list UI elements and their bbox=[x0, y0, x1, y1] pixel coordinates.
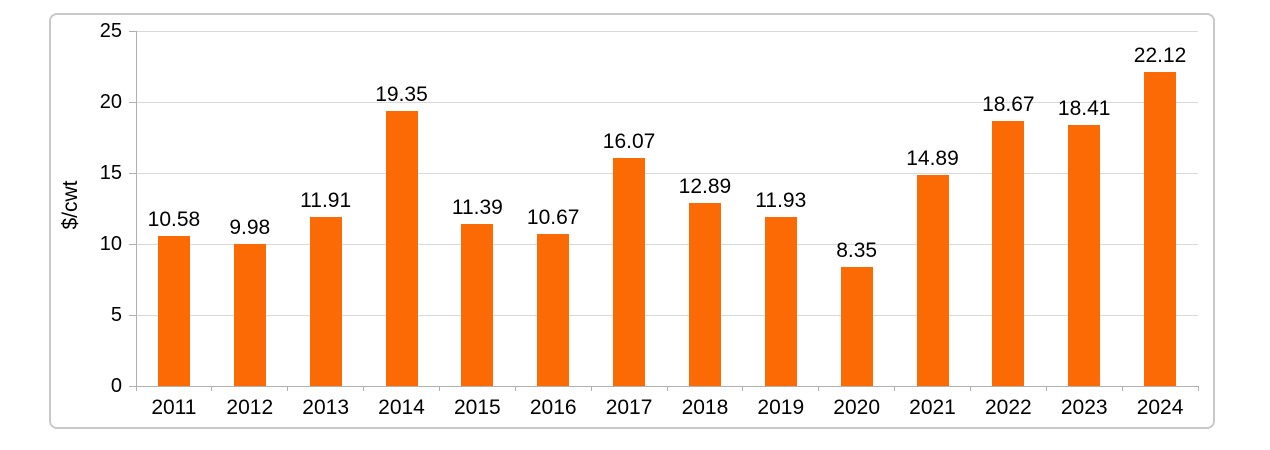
bar-2014 bbox=[385, 111, 418, 386]
bar-2019 bbox=[764, 216, 797, 386]
x-axis-label-2017: 2017 bbox=[605, 396, 653, 419]
bar-value-label-2022: 18.67 bbox=[982, 92, 1035, 116]
bar-2018 bbox=[688, 202, 721, 386]
x-axis-tick-13 bbox=[1121, 386, 1123, 391]
bar-2023 bbox=[1068, 124, 1101, 386]
y-axis-title: $/cwt bbox=[59, 180, 82, 230]
gridline-y-25 bbox=[136, 30, 1198, 32]
x-axis-label-2011: 2011 bbox=[151, 396, 197, 419]
bar-2013 bbox=[309, 216, 342, 386]
bar-2017 bbox=[613, 157, 646, 386]
x-axis-tick-2 bbox=[287, 386, 289, 391]
x-axis-tick-10 bbox=[894, 386, 896, 391]
bar-value-label-2019: 11.93 bbox=[755, 188, 807, 212]
x-axis-tick-0 bbox=[135, 386, 137, 391]
x-axis-tick-7 bbox=[666, 386, 668, 391]
y-axis-tick-10 bbox=[129, 243, 136, 245]
bar-2012 bbox=[233, 244, 266, 386]
x-axis-label-2024: 2024 bbox=[1136, 396, 1184, 419]
x-axis-tick-11 bbox=[969, 386, 971, 391]
x-axis-label-2013: 2013 bbox=[302, 396, 349, 419]
y-axis-tick-label-0: 0 bbox=[110, 375, 122, 397]
x-axis-label-2021: 2021 bbox=[909, 396, 956, 419]
x-axis-tick-1 bbox=[211, 386, 213, 391]
x-axis-label-2012: 2012 bbox=[226, 396, 274, 419]
x-axis-label-2018: 2018 bbox=[681, 396, 729, 419]
bar-value-label-2013: 11.91 bbox=[300, 188, 352, 212]
y-axis-tick-25 bbox=[129, 30, 136, 32]
bar-2022 bbox=[992, 120, 1025, 386]
y-axis-line bbox=[135, 31, 137, 391]
x-axis-tick-14 bbox=[1197, 386, 1199, 391]
bar-value-label-2011: 10.58 bbox=[147, 207, 201, 231]
x-axis-tick-3 bbox=[363, 386, 365, 391]
y-axis-tick-label-25: 25 bbox=[99, 20, 122, 42]
gridline-y-20 bbox=[136, 101, 1198, 103]
bar-value-label-2018: 12.89 bbox=[678, 174, 732, 198]
x-axis-label-2022: 2022 bbox=[984, 396, 1032, 419]
bar-2011 bbox=[157, 235, 190, 386]
x-axis-label-2016: 2016 bbox=[529, 396, 577, 419]
y-axis-tick-0 bbox=[129, 385, 136, 387]
bar-2021 bbox=[916, 174, 949, 386]
bar-2016 bbox=[537, 234, 570, 386]
x-axis-label-2020: 2020 bbox=[833, 396, 880, 419]
x-axis-tick-5 bbox=[514, 386, 516, 391]
bar-2015 bbox=[461, 224, 494, 386]
bar-value-label-2024: 22.12 bbox=[1133, 43, 1187, 67]
bar-value-label-2021: 14.89 bbox=[906, 146, 959, 170]
y-axis-tick-label-5: 5 bbox=[110, 304, 122, 326]
bar-value-label-2016: 10.67 bbox=[526, 206, 580, 230]
x-axis-label-2015: 2015 bbox=[453, 396, 501, 419]
x-axis-tick-6 bbox=[590, 386, 592, 391]
bar-value-label-2014: 19.35 bbox=[375, 83, 428, 107]
y-axis-tick-15 bbox=[129, 172, 136, 174]
gridline-y-5 bbox=[136, 314, 1198, 316]
y-axis-tick-20 bbox=[129, 101, 136, 103]
x-axis-tick-4 bbox=[438, 386, 440, 391]
bar-value-label-2015: 11.39 bbox=[451, 196, 503, 220]
x-axis-tick-8 bbox=[742, 386, 744, 391]
gridline-y-15 bbox=[136, 172, 1198, 174]
bar-2024 bbox=[1144, 71, 1177, 386]
y-axis-tick-label-20: 20 bbox=[99, 91, 122, 113]
x-axis-tick-12 bbox=[1045, 386, 1047, 391]
y-axis-tick-5 bbox=[129, 314, 136, 316]
x-axis-tick-9 bbox=[818, 386, 820, 391]
bar-value-label-2020: 8.35 bbox=[836, 239, 878, 263]
y-axis-tick-label-15: 15 bbox=[99, 162, 122, 184]
bar-2020 bbox=[840, 267, 873, 386]
gridline-y-10 bbox=[136, 243, 1198, 245]
x-axis-label-2023: 2023 bbox=[1060, 396, 1108, 419]
bar-value-label-2017: 16.07 bbox=[602, 129, 656, 153]
bar-value-label-2012: 9.98 bbox=[229, 216, 271, 240]
y-axis-tick-label-10: 10 bbox=[99, 233, 122, 255]
bar-value-label-2023: 18.41 bbox=[1057, 96, 1111, 120]
x-axis-label-2014: 2014 bbox=[378, 396, 425, 419]
x-axis-label-2019: 2019 bbox=[757, 396, 805, 419]
